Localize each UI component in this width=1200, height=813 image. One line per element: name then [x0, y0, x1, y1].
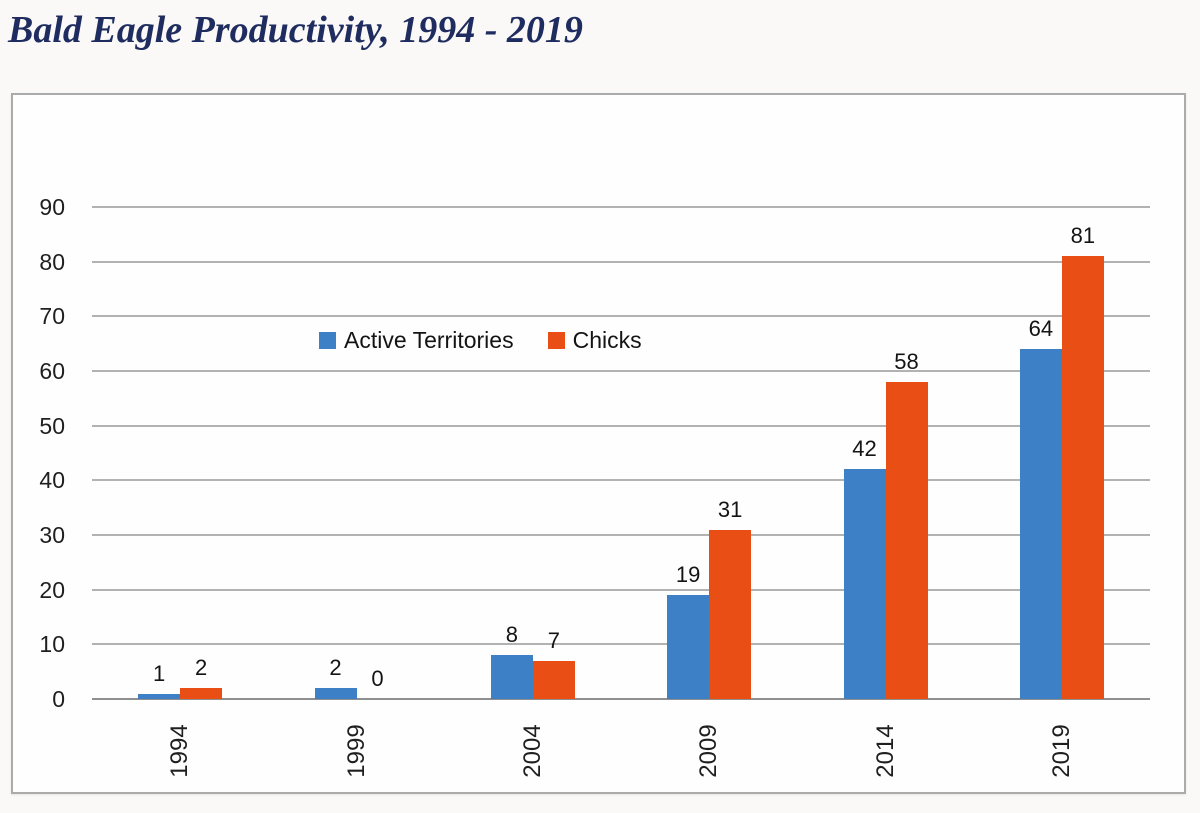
x-axis-tick-label: 2009 [695, 724, 723, 778]
y-axis-tick-label: 80 [39, 248, 65, 275]
legend-label: Chicks [572, 327, 642, 353]
x-axis-tick-label: 2004 [518, 724, 546, 778]
bar-active-territories [1019, 349, 1062, 699]
bar-value-label: 7 [547, 628, 560, 653]
bar-active-territories [843, 469, 886, 699]
legend-swatch-icon [319, 331, 336, 349]
bar-chicks [1061, 256, 1104, 699]
chart-legend: Active Territories Chicks [319, 328, 642, 352]
legend-item-chicks: Chicks [547, 327, 642, 353]
x-axis-tick-label: 1999 [342, 724, 370, 778]
legend-swatch-icon [547, 331, 565, 349]
legend-label: Active Territories [344, 327, 514, 353]
bar-chicks [709, 530, 752, 699]
y-axis-tick-label: 0 [52, 686, 65, 712]
gridline [92, 206, 1150, 208]
y-axis-tick-label: 20 [39, 576, 65, 603]
bar-value-label: 64 [1028, 316, 1054, 341]
gridline [92, 643, 1150, 646]
y-axis-tick-label: 70 [39, 303, 65, 330]
bar-chicks [180, 688, 223, 699]
bar-value-label: 2 [195, 655, 208, 680]
x-axis-line [92, 698, 1150, 700]
gridline [92, 315, 1150, 318]
bar-chicks [885, 382, 928, 699]
page-title: Bald Eagle Productivity, 1994 - 2019 [8, 9, 583, 51]
chart-area: Active Territories Chicks 0 10 20 30 40 50 60 70… [11, 93, 1186, 794]
bar-active-territories [490, 655, 533, 699]
gridline [92, 479, 1150, 482]
y-axis-tick-label: 60 [39, 358, 65, 384]
x-axis-tick-label: 2014 [871, 724, 899, 778]
bar-value-label: 2 [329, 655, 342, 680]
legend-item-active-territories: Active Territories [319, 328, 514, 352]
gridline [92, 534, 1150, 536]
y-axis-tick-label: 10 [39, 631, 65, 658]
y-axis-tick-label: 30 [39, 522, 65, 548]
bar-value-label: 19 [675, 562, 701, 587]
bar-value-label: 1 [153, 661, 166, 686]
bar-value-label: 81 [1070, 223, 1096, 248]
y-axis-tick-label: 40 [39, 467, 65, 494]
bar-value-label: 0 [371, 666, 384, 691]
bar-value-label: 8 [505, 622, 518, 647]
gridline [92, 588, 1150, 591]
x-axis-tick-label: 1994 [166, 724, 194, 778]
bar-active-territories [667, 595, 710, 699]
bar-active-territories [314, 688, 357, 699]
x-axis-tick-label: 2019 [1047, 724, 1075, 778]
y-axis-tick-label: 50 [39, 412, 65, 439]
gridline [92, 370, 1150, 372]
gridline [92, 424, 1150, 427]
y-axis-tick-label: 90 [39, 194, 65, 220]
bar-value-label: 42 [852, 436, 877, 461]
bar-chicks [532, 661, 575, 699]
bar-value-label: 31 [717, 497, 743, 522]
bar-value-label: 58 [894, 349, 919, 374]
bar-active-territories [138, 694, 181, 699]
gridline [92, 260, 1150, 263]
